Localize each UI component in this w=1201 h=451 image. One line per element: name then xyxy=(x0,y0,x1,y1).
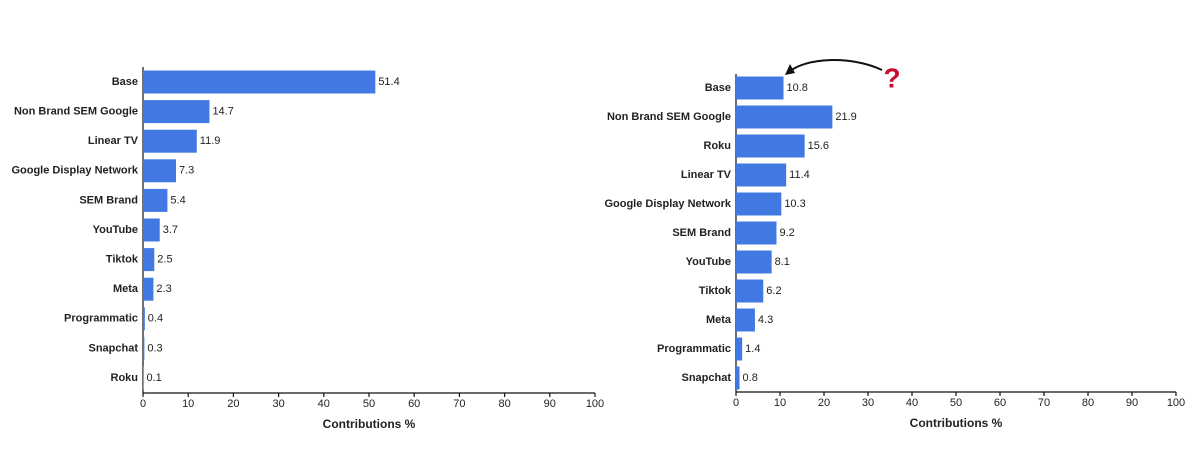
x-tick-label: 60 xyxy=(994,397,1006,409)
value-label: 21.9 xyxy=(835,111,856,123)
y-tick-label: Google Display Network xyxy=(11,165,138,177)
bar xyxy=(143,100,210,124)
x-tick-label: 20 xyxy=(227,398,239,410)
x-tick-label: 100 xyxy=(1167,397,1185,409)
bar xyxy=(736,76,784,100)
y-tick-label: Non Brand SEM Google xyxy=(14,106,138,118)
y-tick-label: YouTube xyxy=(93,224,138,236)
bar xyxy=(736,105,833,129)
y-tick-label: Tiktok xyxy=(106,254,139,266)
bar xyxy=(143,129,197,153)
y-tick-label: SEM Brand xyxy=(79,194,138,206)
y-tick-label: Meta xyxy=(706,314,732,326)
value-label: 2.5 xyxy=(157,254,172,266)
x-tick-label: 90 xyxy=(1126,397,1138,409)
annotation-arrowhead xyxy=(785,64,795,75)
x-tick-label: 40 xyxy=(906,397,918,409)
x-tick-label: 50 xyxy=(363,398,375,410)
bar xyxy=(736,163,787,187)
y-tick-label: Linear TV xyxy=(88,135,139,147)
x-tick-label: 80 xyxy=(498,398,510,410)
value-label: 3.7 xyxy=(163,224,178,236)
x-tick-label: 20 xyxy=(818,397,830,409)
value-label: 10.8 xyxy=(787,82,808,94)
x-tick-label: 70 xyxy=(1038,397,1050,409)
y-tick-label: Tiktok xyxy=(699,285,732,297)
bar xyxy=(143,188,168,212)
x-tick-label: 50 xyxy=(950,397,962,409)
y-tick-label: Roku xyxy=(704,140,732,152)
value-label: 8.1 xyxy=(775,256,790,268)
y-tick-label: Snapchat xyxy=(88,342,138,354)
x-tick-label: 40 xyxy=(318,398,330,410)
bar xyxy=(143,70,376,94)
value-label: 11.9 xyxy=(200,135,221,147)
value-label: 2.3 xyxy=(156,283,171,295)
bar xyxy=(143,159,176,183)
value-label: 0.8 xyxy=(743,372,758,384)
bar xyxy=(736,192,782,216)
value-label: 15.6 xyxy=(808,140,829,152)
bar xyxy=(143,248,155,272)
value-label: 4.3 xyxy=(758,314,773,326)
value-label: 0.1 xyxy=(146,372,161,384)
x-tick-label: 10 xyxy=(182,398,194,410)
y-tick-label: Base xyxy=(705,82,731,94)
value-label: 51.4 xyxy=(378,76,399,88)
bar xyxy=(736,366,740,390)
x-tick-label: 80 xyxy=(1082,397,1094,409)
x-axis-label: Contributions % xyxy=(323,417,416,431)
y-tick-label: SEM Brand xyxy=(672,227,731,239)
bar xyxy=(736,134,805,158)
value-label: 6.2 xyxy=(766,285,781,297)
value-label: 11.4 xyxy=(789,169,810,181)
value-label: 10.3 xyxy=(784,198,805,210)
y-tick-label: Meta xyxy=(113,283,139,295)
bar xyxy=(736,337,743,361)
x-axis-label: Contributions % xyxy=(910,416,1003,430)
value-label: 0.3 xyxy=(147,342,162,354)
y-tick-label: YouTube xyxy=(686,256,731,268)
bar xyxy=(736,279,764,303)
y-tick-label: Non Brand SEM Google xyxy=(607,111,731,123)
x-tick-label: 10 xyxy=(774,397,786,409)
y-tick-label: Google Display Network xyxy=(604,198,731,210)
bar xyxy=(143,277,154,301)
value-label: 0.4 xyxy=(148,313,163,325)
y-tick-label: Base xyxy=(112,76,138,88)
value-label: 7.3 xyxy=(179,165,194,177)
y-tick-label: Linear TV xyxy=(681,169,732,181)
bar xyxy=(736,221,777,245)
y-tick-label: Programmatic xyxy=(657,343,731,355)
annotation-arrow xyxy=(788,59,883,73)
value-label: 14.7 xyxy=(212,106,233,118)
value-label: 5.4 xyxy=(170,194,185,206)
bar xyxy=(143,218,160,242)
annotation: ? xyxy=(883,62,900,93)
x-tick-label: 100 xyxy=(586,398,604,410)
y-tick-label: Roku xyxy=(111,372,139,384)
x-tick-label: 60 xyxy=(408,398,420,410)
x-tick-label: 70 xyxy=(453,398,465,410)
bar xyxy=(736,308,755,332)
bar xyxy=(143,307,145,331)
y-tick-label: Programmatic xyxy=(64,313,138,325)
bar xyxy=(143,336,145,360)
x-tick-label: 30 xyxy=(862,397,874,409)
x-tick-label: 0 xyxy=(733,397,739,409)
value-label: 1.4 xyxy=(745,343,760,355)
x-tick-label: 90 xyxy=(544,398,556,410)
bar xyxy=(736,250,772,274)
y-tick-label: Snapchat xyxy=(681,372,731,384)
x-tick-label: 30 xyxy=(272,398,284,410)
value-label: 9.2 xyxy=(779,227,794,239)
x-tick-label: 0 xyxy=(140,398,146,410)
